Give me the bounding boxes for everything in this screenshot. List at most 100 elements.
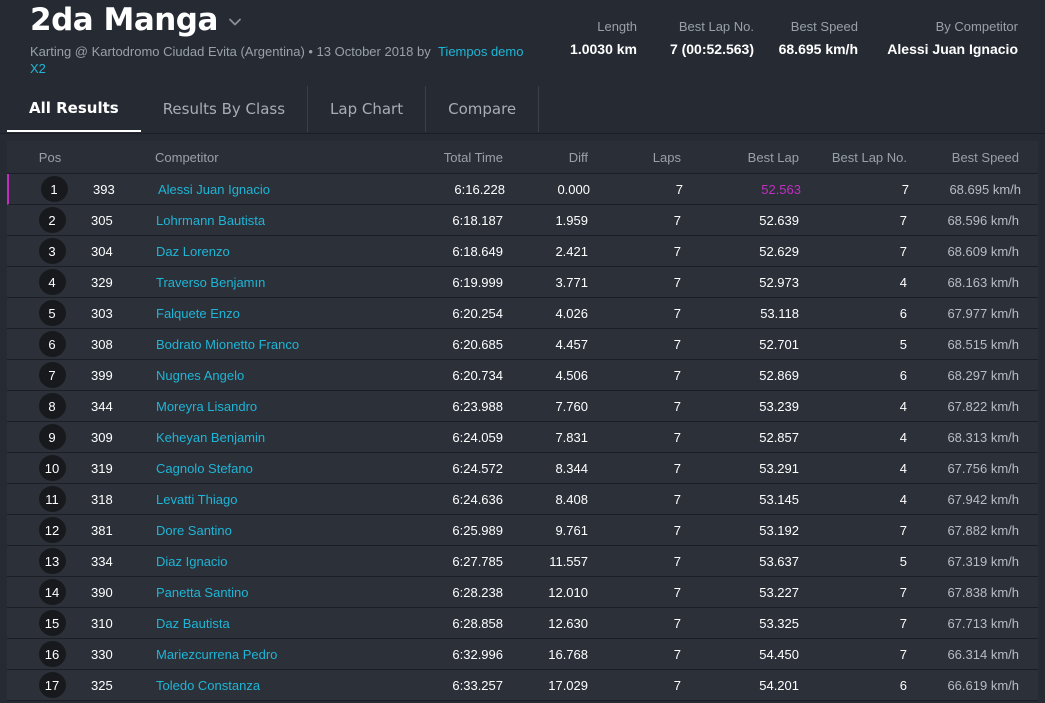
laps: 7 [607,484,681,514]
competitor-link[interactable]: Diaz Ignacio [156,553,228,569]
competitor-link[interactable]: Lohrmann Bautista [156,212,266,228]
position-badge: 12 [38,517,66,543]
col-competitor[interactable]: Competitor [155,149,219,165]
competitor-link[interactable]: Traverso Benjamın [156,274,266,290]
table-row[interactable]: 2 305 Lohrmann Bautista 6:18.187 1.959 7 52.63… [7,205,1038,236]
best-lap-value: 53.192 [759,522,799,538]
competitor-link[interactable]: Cagnolo Stefano [156,460,253,476]
stat-value: 7 (00:52.563) [669,41,754,57]
col-laps[interactable]: Laps [652,149,681,165]
chevron-down-icon[interactable] [228,15,242,29]
table-row[interactable]: 6 308 Bodrato Mionetto Franco 6:20.685 4.457… [7,329,1038,360]
best-lap-no-value: 7 [899,522,907,538]
laps: 7 [609,174,683,204]
tab-results-by-class[interactable]: Results By Class [141,86,309,132]
kart-number: 319 [91,460,113,476]
tab-all-results[interactable]: All Results [7,86,141,132]
col-diff[interactable]: Diff [568,149,588,165]
best-lap-value: 53.325 [759,615,799,631]
laps-value: 7 [673,522,681,538]
results-table: Pos Competitor Total Time Diff Laps Best… [7,141,1038,701]
table-row[interactable]: 3 304 Daz Lorenzo 6:18.649 2.421 7 52.629 7 68.6… [7,236,1038,267]
laps-value: 7 [673,553,681,569]
table-row[interactable]: 12 381 Dore Santino 6:25.989 9.761 7 53.192 7 67… [7,515,1038,546]
table-row[interactable]: 5 303 Falquete Enzo 6:20.254 4.026 7 53.118 6 67… [7,298,1038,329]
best-lap: 53.637 [707,546,799,576]
position-badge: 15 [38,610,66,636]
table-row[interactable]: 15 310 Daz Bautista 6:28.858 12.630 7 53.325 7 6… [7,608,1038,639]
table-row[interactable]: 1 393 Alessi Juan Ignacio 6:16.228 0.000 7 52.… [7,174,1038,205]
competitor-link[interactable]: Bodrato Mionetto Franco [156,336,300,352]
competitor-cell: Toledo Constanza [156,670,406,700]
best-lap-no-value: 4 [899,429,907,445]
competitor-link[interactable]: Alessi Juan Ignacio [158,181,271,197]
competitor-link[interactable]: Nugnes Angelo [156,367,245,383]
competitor-cell: Daz Lorenzo [156,236,406,266]
table-row[interactable]: 17 325 Toledo Constanza 6:33.257 17.029 7 54.2… [7,670,1038,701]
table-row[interactable]: 14 390 Panetta Santino 6:28.238 12.010 7 53.22… [7,577,1038,608]
kart-number: 399 [91,367,113,383]
table-row[interactable]: 11 318 Levatti Thiago 6:24.636 8.408 7 53.145 4… [7,484,1038,515]
competitor-link[interactable]: Panetta Santino [156,584,249,600]
laps-value: 7 [673,305,681,321]
table-row[interactable]: 10 319 Cagnolo Stefano 6:24.572 8.344 7 53.291… [7,453,1038,484]
results-tabs: All Results Results By Class Lap Chart C… [7,86,540,133]
diff: 3.771 [502,267,588,297]
best-lap-value: 52.973 [759,274,799,290]
total-time: 6:28.238 [407,577,503,607]
col-best-speed[interactable]: Best Speed [951,149,1019,165]
competitor-cell: Bodrato Mionetto Franco [156,329,406,359]
laps: 7 [607,329,681,359]
competitor-link[interactable]: Toledo Constanza [156,677,261,693]
total-time: 6:24.059 [407,422,503,452]
diff: 16.768 [502,639,588,669]
tab-compare[interactable]: Compare [426,86,540,132]
competitor-link[interactable]: Mariezcurrena Pedro [156,646,278,662]
table-row[interactable]: 9 309 Keheyan Benjamin 6:24.059 7.831 7 52.857… [7,422,1038,453]
diff: 12.010 [502,577,588,607]
best-speed: 67.822 km/h [947,398,1019,414]
position-badge: 2 [38,207,66,233]
competitor-cell: Diaz Ignacio [156,546,406,576]
position-badge: 9 [38,424,66,450]
diff: 17.029 [502,670,588,700]
best-speed: 67.756 km/h [947,460,1019,476]
laps-value: 7 [673,615,681,631]
competitor-link[interactable]: Moreyra Lisandro [156,398,258,414]
col-pos[interactable]: Pos [38,149,62,165]
competitor-link[interactable]: Daz Lorenzo [156,243,230,259]
best-lap-no: 7 [819,174,909,204]
best-lap-no: 6 [817,298,907,328]
best-lap: 53.325 [707,608,799,638]
laps: 7 [607,546,681,576]
stat-label: Length [597,19,637,34]
best-lap: 54.450 [707,639,799,669]
table-row[interactable]: 13 334 Diaz Ignacio 6:27.785 11.557 7 53.637 5 6… [7,546,1038,577]
author-link[interactable]: Tiempos demo X2 [30,44,524,76]
diff-value: 7.831 [555,429,588,445]
col-best-lap-no[interactable]: Best Lap No. [831,149,907,165]
title-row[interactable]: 2da Manga [30,2,242,38]
best-lap-value: 52.639 [759,212,799,228]
diff: 9.761 [502,515,588,545]
table-row[interactable]: 4 329 Traverso Benjamın 6:19.999 3.771 7 52.97… [7,267,1038,298]
best-lap-no: 7 [817,639,907,669]
col-total-time[interactable]: Total Time [443,149,503,165]
table-row[interactable]: 7 399 Nugnes Angelo 6:20.734 4.506 7 52.869 6 68… [7,360,1038,391]
competitor-link[interactable]: Falquete Enzo [156,305,240,321]
competitor-link[interactable]: Daz Bautista [156,615,230,631]
total-time: 6:28.858 [407,608,503,638]
diff-value: 4.506 [555,367,588,383]
tab-lap-chart[interactable]: Lap Chart [308,86,427,132]
col-best-lap[interactable]: Best Lap [747,149,799,165]
total-time-value: 6:20.734 [452,367,503,383]
stat-label: Best Lap No. [678,19,754,34]
competitor-link[interactable]: Keheyan Benjamin [156,429,266,445]
table-row[interactable]: 16 330 Mariezcurrena Pedro 6:32.996 16.768 7 5… [7,639,1038,670]
table-row[interactable]: 8 344 Moreyra Lisandro 6:23.988 7.760 7 53.239… [7,391,1038,422]
laps: 7 [607,515,681,545]
best-lap: 53.145 [707,484,799,514]
diff: 12.630 [502,608,588,638]
competitor-link[interactable]: Levatti Thiago [156,491,238,507]
competitor-link[interactable]: Dore Santino [156,522,232,538]
